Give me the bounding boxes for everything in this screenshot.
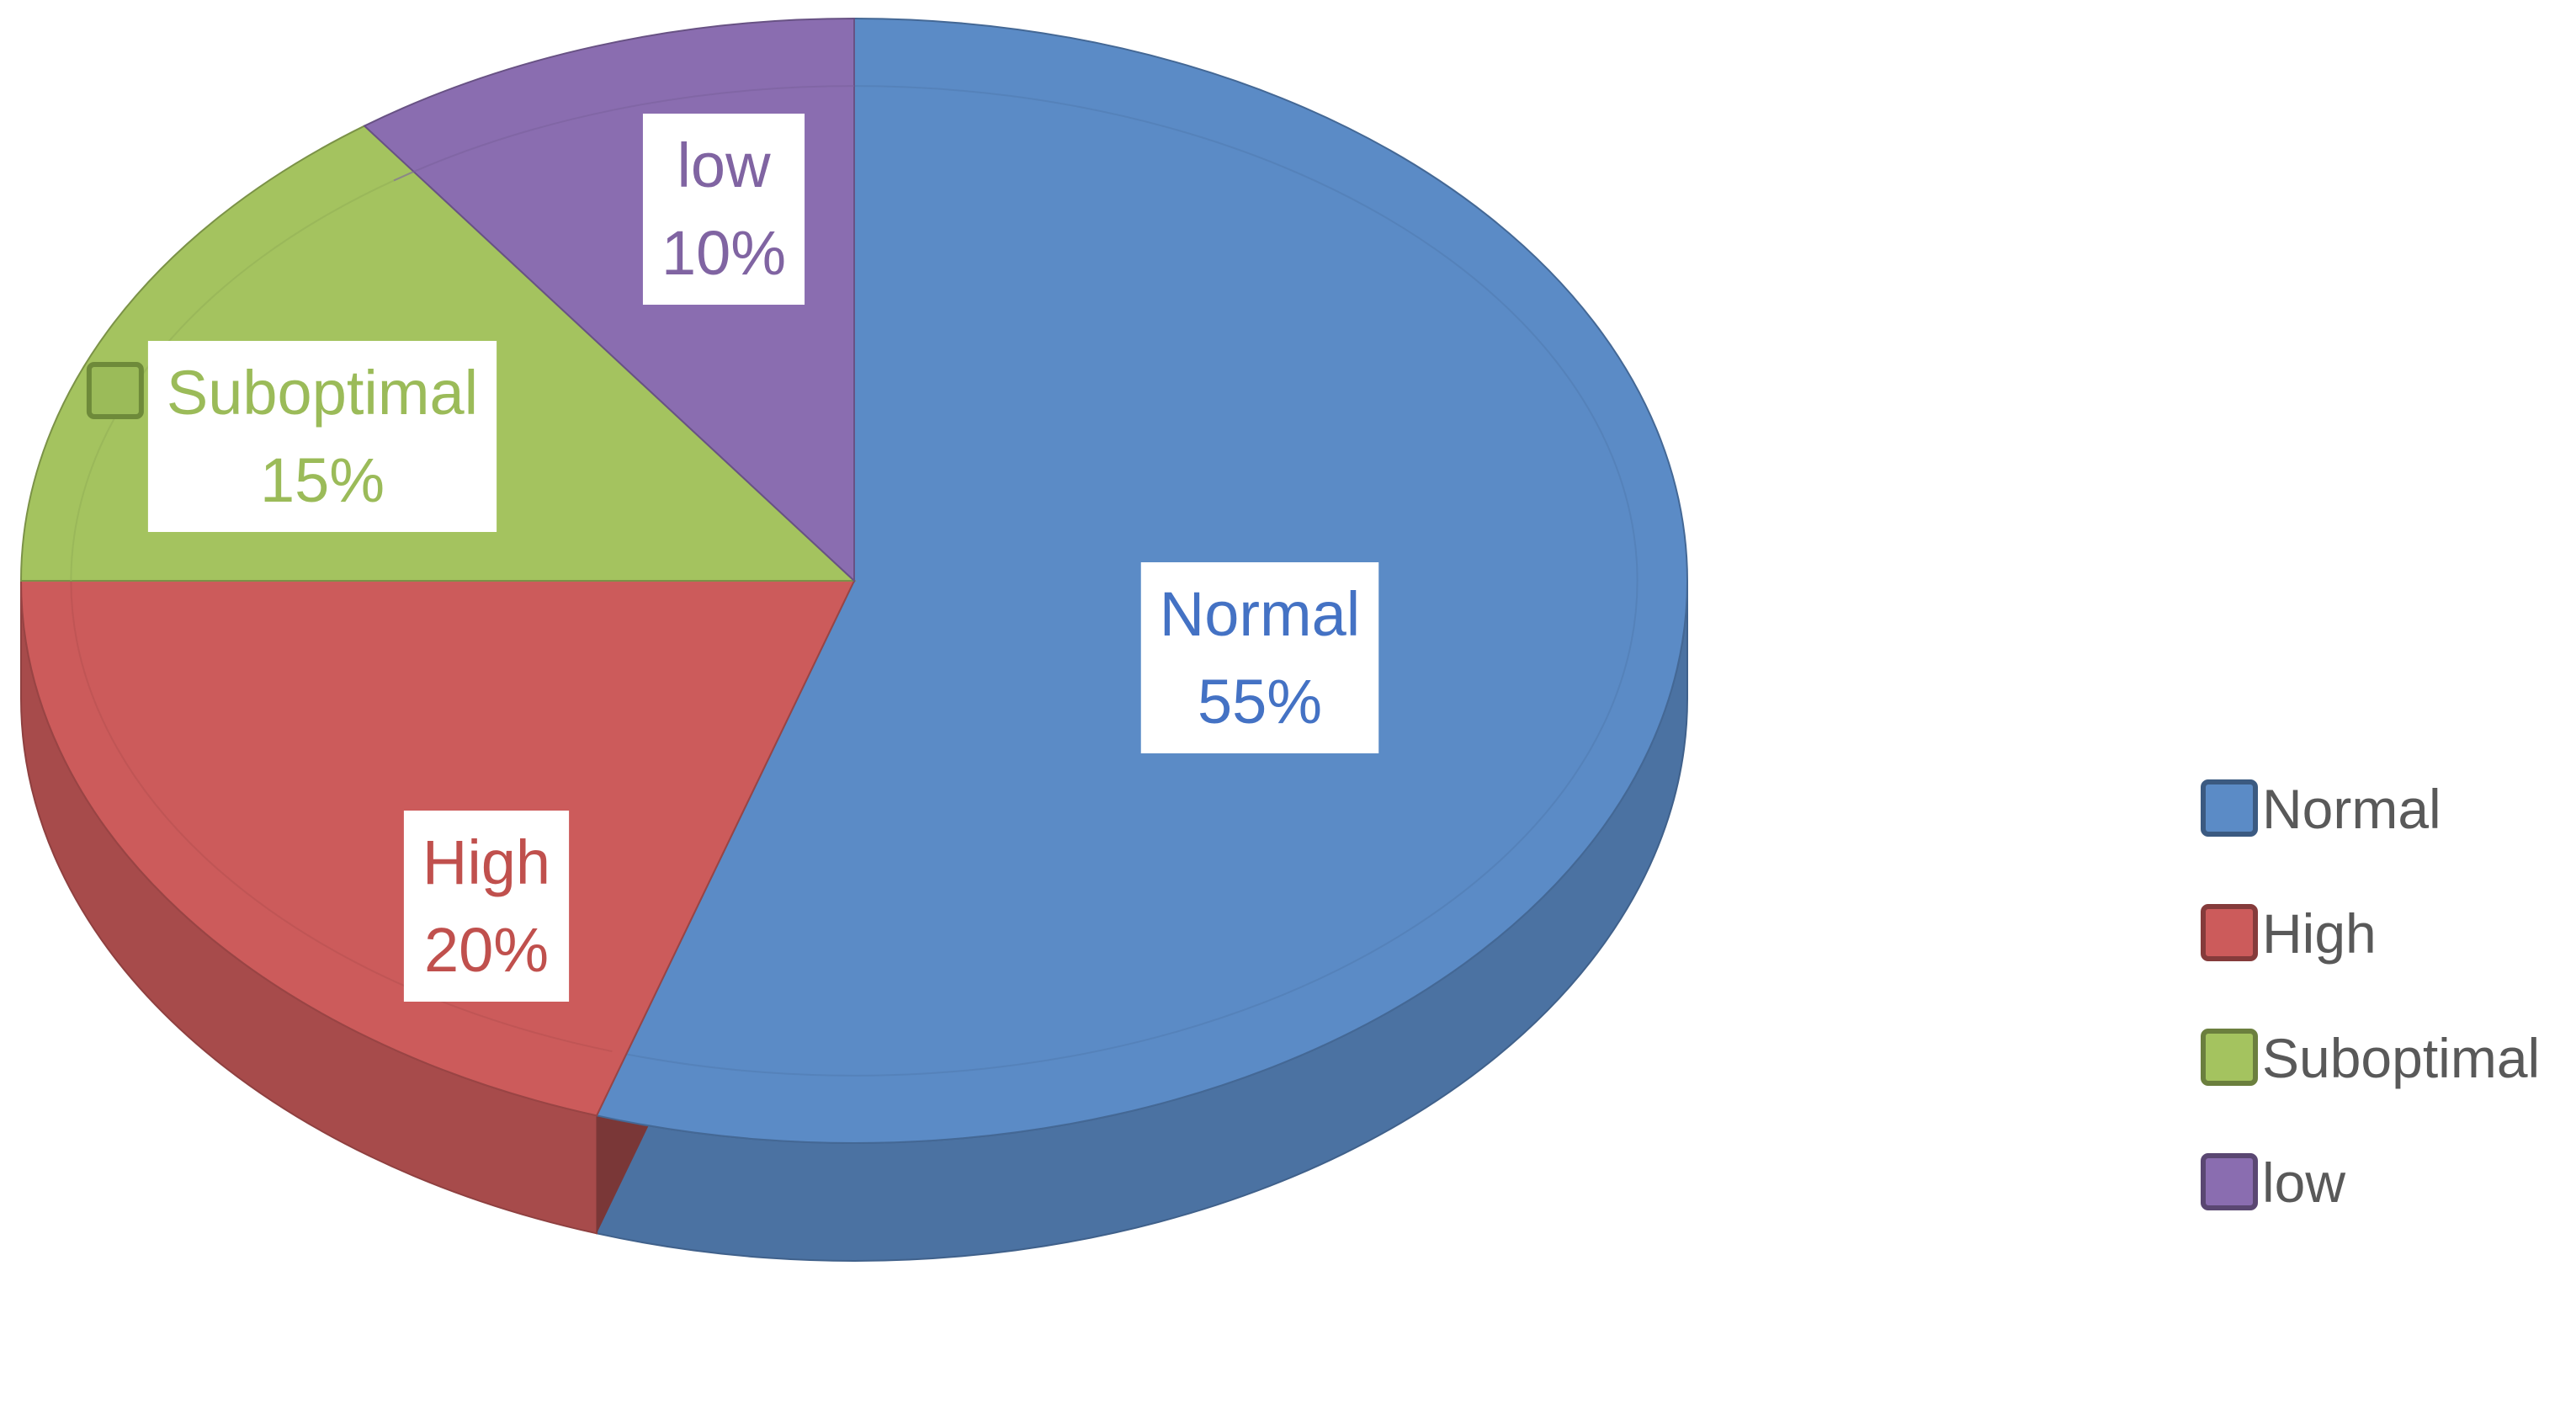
legend-label: High [2262,902,2377,965]
data-label-box [642,114,805,305]
legend-swatch [2201,1029,2258,1086]
data-label-percent: 15% [260,445,385,515]
legend-label: Suboptimal [2262,1027,2540,1089]
pie-bevel-high [70,580,613,1053]
data-label-category: Suboptimal [167,358,478,428]
data-label-high: High 20% [403,811,570,1002]
pie-tops [19,17,1688,1144]
data-label-low: low 10% [642,114,805,305]
legend-label: low [2262,1151,2345,1214]
data-label-box [403,811,570,1002]
legend-item-high: High [2201,902,2377,965]
data-label-key-suboptimal [86,362,144,419]
data-label-percent: 55% [1198,667,1322,737]
data-label-normal: Normal 55% [1140,562,1379,753]
pie-bevel-normal [612,85,1639,1077]
pie-bevel-low [393,85,855,182]
legend-item-suboptimal: Suboptimal [2201,1027,2540,1089]
data-label-box [1140,562,1379,753]
legend: Normal High Suboptimal low [2201,778,2540,1214]
pie-data-labels: Normal 55% High 20% Suboptimal 15% low 10% [86,114,1379,1002]
legend-label: Normal [2262,778,2441,840]
legend-swatch [2201,904,2258,961]
legend-item-low: low [2201,1151,2345,1214]
data-label-percent: 10% [661,218,786,288]
legend-swatch [2201,779,2258,837]
data-label-percent: 20% [424,915,549,985]
data-label-box [147,341,497,532]
data-label-category: low [677,130,771,200]
data-label-category: High [422,827,550,897]
data-label-suboptimal: Suboptimal 15% [147,341,497,532]
legend-item-normal: Normal [2201,778,2441,840]
data-label-category: Normal [1160,579,1360,649]
legend-swatch [2201,1153,2258,1210]
